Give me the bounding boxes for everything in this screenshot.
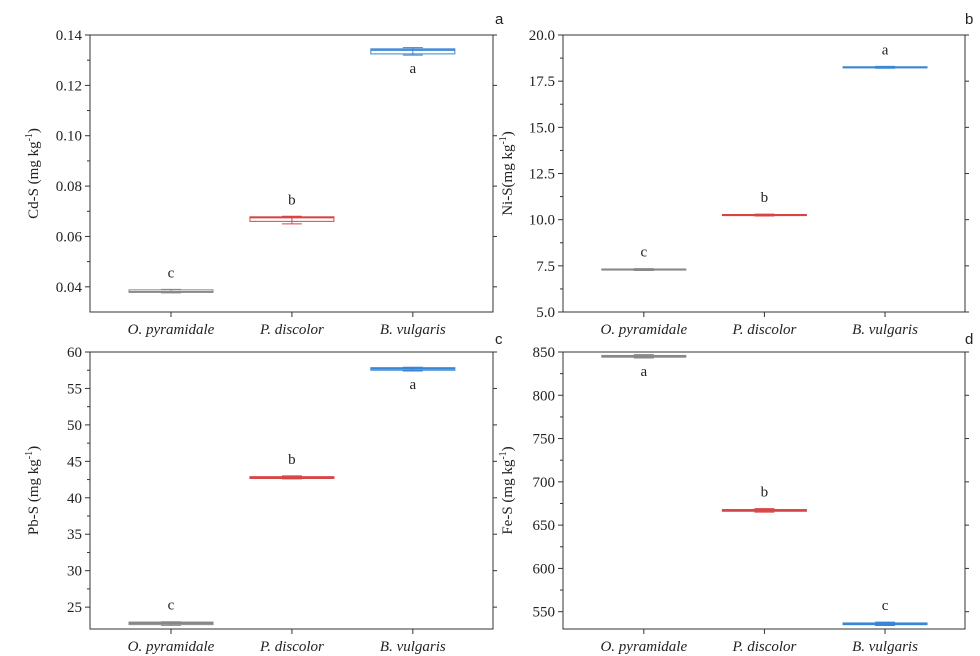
- y-axis-label: Fe-S (mg kg-1): [498, 446, 516, 534]
- box-plot-2: a: [370, 366, 456, 393]
- panel-c: 25 30 35 40 45 50 55 60 O. pyramidale P. discolor…: [24, 331, 503, 655]
- significance-label: b: [288, 192, 296, 208]
- y-tick-label: 50: [67, 418, 82, 434]
- y-tick-label: 0.14: [56, 28, 83, 44]
- y-tick-label: 0.12: [56, 78, 82, 94]
- y-axis-label-superscript: -1: [498, 451, 509, 459]
- box-plot-0: a: [601, 354, 687, 380]
- y-tick-label: 35: [67, 527, 82, 543]
- y-axis-label-close: ): [26, 128, 42, 133]
- y-axis-label-superscript: -1: [24, 133, 35, 141]
- y-tick-label: 700: [533, 475, 556, 491]
- significance-label: c: [640, 245, 647, 261]
- y-tick-label: 850: [533, 345, 556, 361]
- y-tick-label: 550: [533, 605, 556, 621]
- panel-d: 550 600 650 700 750 800 850 O. pyramidale P. dis…: [498, 331, 973, 655]
- box-plot-0: c: [128, 265, 214, 294]
- box-plot-1: b: [249, 192, 335, 225]
- significance-label: c: [168, 265, 175, 281]
- y-tick-label: 12.5: [529, 167, 555, 183]
- significance-label: a: [882, 42, 889, 58]
- panel-letter: d: [965, 331, 973, 348]
- y-tick-label: 800: [533, 388, 556, 404]
- panel-letter: a: [495, 11, 504, 28]
- significance-label: a: [640, 364, 647, 380]
- x-category-label: B. vulgaris: [852, 639, 918, 655]
- y-axis-label: Ni-S(mg kg-1): [498, 131, 516, 216]
- y-tick-label: 55: [67, 381, 82, 397]
- x-category-label: P. discolor: [259, 639, 324, 655]
- box-plot-1: b: [249, 452, 335, 480]
- x-category-label: O. pyramidale: [600, 639, 687, 655]
- y-axis-label: Pb-S (mg kg-1): [24, 446, 42, 535]
- significance-label: a: [409, 61, 416, 77]
- panel-b: 5.0 7.5 10.0 12.5 15.0 17.5 20.0 O. pyramidale P…: [498, 11, 973, 338]
- y-axis-label-text: Cd-S (mg kg: [26, 141, 42, 219]
- box-plot-0: c: [601, 245, 687, 271]
- y-tick-label: 750: [533, 432, 556, 448]
- y-tick-label: 0.10: [56, 129, 82, 145]
- x-category-label: P. discolor: [731, 639, 796, 655]
- y-tick-label: 0.04: [56, 280, 83, 296]
- y-tick-label: 0.08: [56, 179, 82, 195]
- y-tick-label: 30: [67, 564, 82, 580]
- x-category-label: B. vulgaris: [852, 322, 918, 338]
- y-axis-label-text: Ni-S(mg kg: [500, 144, 516, 216]
- panel-letter: b: [965, 11, 973, 28]
- significance-label: c: [882, 598, 889, 614]
- y-tick-label: 7.5: [536, 259, 555, 275]
- panel-a: 0.04 0.06 0.08 0.10 0.12 0.14 O. pyramidale P. …: [24, 11, 504, 338]
- significance-label: a: [409, 377, 416, 393]
- y-tick-label: 10.0: [529, 213, 555, 229]
- y-tick-label: 60: [67, 345, 82, 361]
- x-category-label: P. discolor: [731, 322, 796, 338]
- box-plot-2: a: [842, 42, 928, 69]
- y-axis-label-text: Pb-S (mg kg: [26, 459, 42, 535]
- y-tick-label: 20.0: [529, 28, 555, 44]
- x-category-label: P. discolor: [259, 322, 324, 338]
- y-tick-label: 5.0: [536, 305, 555, 321]
- y-axis-label-superscript: -1: [24, 451, 35, 459]
- significance-label: b: [761, 485, 769, 501]
- y-tick-label: 25: [67, 600, 82, 616]
- box-plot-1: b: [721, 190, 807, 217]
- significance-label: c: [168, 598, 175, 614]
- box-plot-2: c: [842, 598, 928, 627]
- y-tick-label: 650: [533, 518, 556, 534]
- y-axis-label-close: ): [26, 446, 42, 451]
- box-plot-1: b: [721, 485, 807, 513]
- y-tick-label: 0.06: [56, 229, 83, 245]
- plot-frame: [89, 34, 494, 313]
- y-tick-label: 40: [67, 491, 82, 507]
- y-axis-label-close: ): [500, 131, 516, 136]
- y-axis-label-text: Fe-S (mg kg: [500, 459, 516, 535]
- x-category-label: B. vulgaris: [380, 322, 446, 338]
- panel-letter: c: [495, 331, 503, 348]
- x-category-label: B. vulgaris: [380, 639, 446, 655]
- x-category-label: O. pyramidale: [600, 322, 687, 338]
- plot-frame: [89, 351, 494, 630]
- box-plot-2: a: [370, 47, 456, 77]
- significance-label: b: [288, 452, 296, 468]
- significance-label: b: [761, 190, 769, 206]
- y-tick-label: 15.0: [529, 120, 555, 136]
- box-plot-0: c: [128, 598, 214, 626]
- y-axis-label: Cd-S (mg kg-1): [24, 128, 42, 219]
- y-tick-label: 45: [67, 454, 82, 470]
- y-axis-label-superscript: -1: [498, 136, 509, 144]
- y-axis-label-close: ): [500, 446, 516, 451]
- y-tick-label: 17.5: [529, 74, 555, 90]
- y-tick-label: 600: [533, 561, 556, 577]
- x-category-label: O. pyramidale: [128, 322, 215, 338]
- x-category-label: O. pyramidale: [128, 639, 215, 655]
